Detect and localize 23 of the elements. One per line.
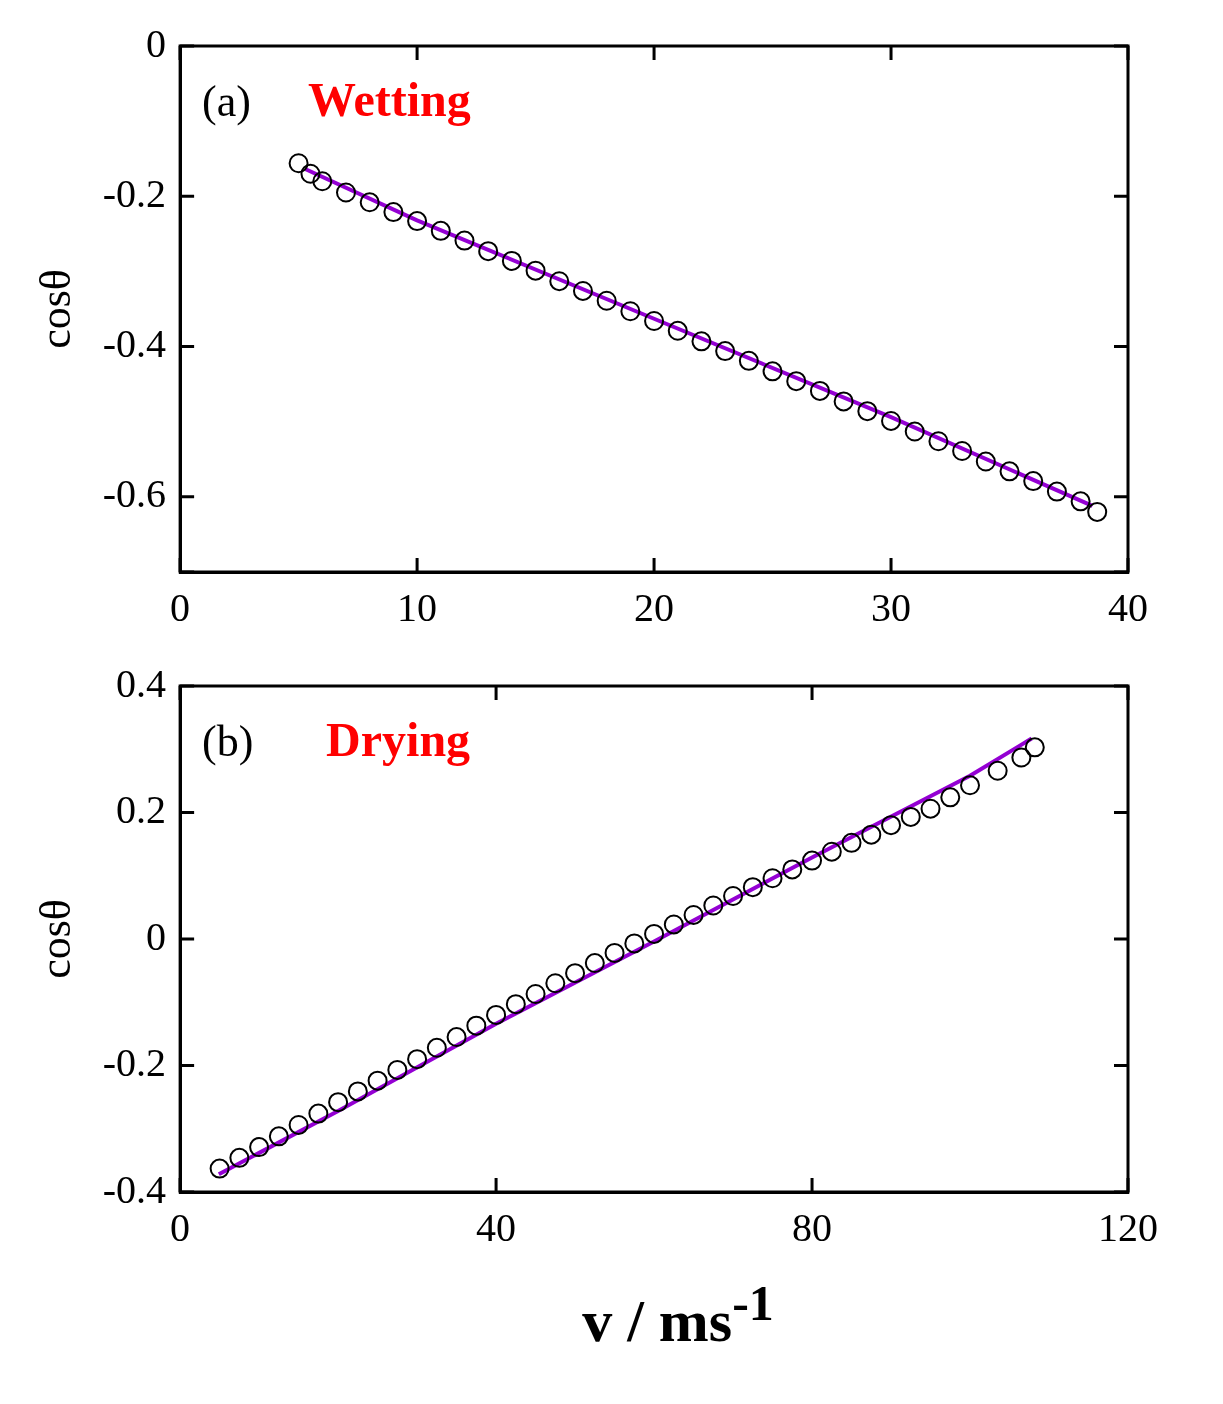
x-tick-label: 120 (1098, 1204, 1158, 1250)
y-tick-label: -0.6 (102, 471, 167, 517)
y-axis-title: cosθ (30, 269, 80, 349)
x-tick-label: 40 (476, 1204, 517, 1250)
x-tick-label: 40 (1108, 584, 1148, 630)
y-tick-label: -0.4 (102, 1166, 167, 1212)
y-tick-label: 0.4 (116, 660, 167, 706)
annotation: Drying (326, 713, 471, 767)
x-tick-label: 30 (871, 584, 912, 630)
x-tick-label: 80 (792, 1204, 833, 1250)
y-tick-label: -0.2 (102, 1040, 167, 1085)
annotation: Wetting (308, 73, 471, 127)
x-tick-label: 10 (397, 584, 438, 630)
y-axis-title: cosθ (30, 899, 80, 979)
y-tick-label: -0.4 (102, 321, 167, 367)
y-tick-label: -0.2 (102, 170, 167, 216)
y-tick-label: 0 (146, 913, 167, 959)
y-tick-label: 0 (146, 20, 167, 66)
annotation: (b) (202, 716, 254, 766)
y-tick-label: 0.2 (116, 787, 167, 832)
annotation: (a) (202, 76, 251, 126)
x-tick-label: 20 (634, 584, 675, 630)
x-axis-title: v / ms$^{-1}$ (581, 1274, 775, 1356)
